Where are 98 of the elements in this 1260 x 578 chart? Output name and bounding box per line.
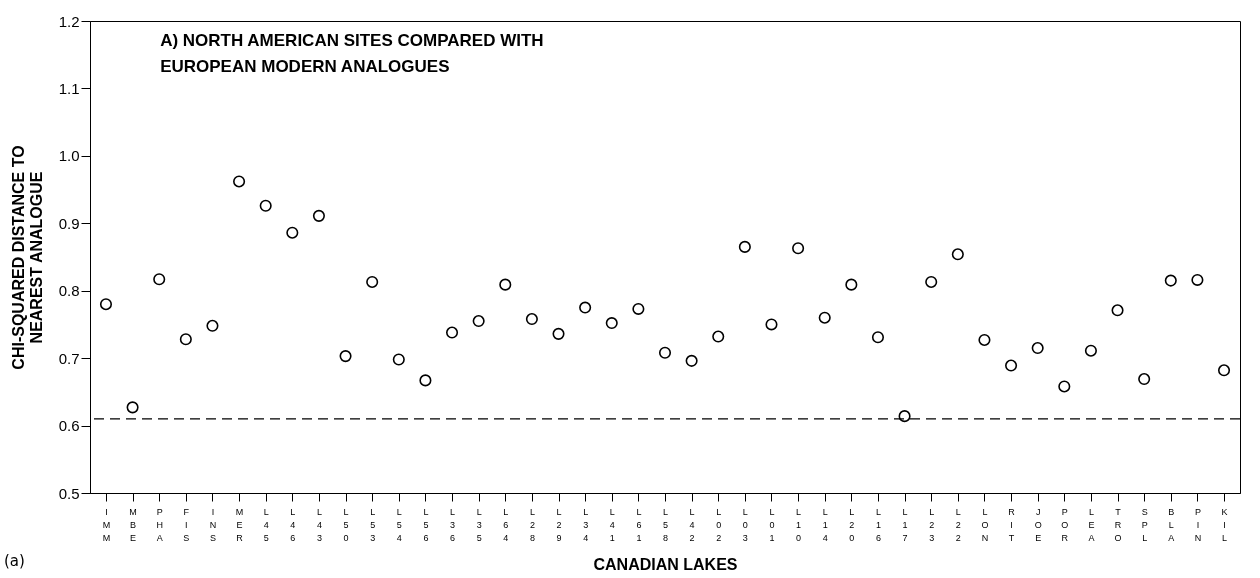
point — [658, 346, 672, 359]
point — [1164, 274, 1177, 287]
x-tick-label: L23 — [929, 506, 935, 543]
point — [765, 318, 778, 331]
point — [366, 275, 379, 288]
y-tick-label: 0.6 — [58, 417, 80, 435]
y-tick-label: 1.1 — [58, 79, 80, 97]
x-tick-label: INS — [209, 506, 217, 543]
point — [818, 311, 831, 324]
point — [1138, 373, 1151, 386]
point — [445, 326, 459, 339]
point — [978, 333, 991, 346]
x-tick-label: FIS — [183, 506, 190, 543]
x-tick-label: LEA — [1088, 506, 1095, 543]
point — [925, 275, 938, 288]
x-tick-label: L14 — [822, 506, 828, 543]
point — [312, 209, 325, 222]
point — [605, 317, 618, 330]
x-tick-label: L20 — [849, 506, 855, 543]
y-tick-label: 0.9 — [58, 214, 80, 232]
y-tick-label: 0.7 — [58, 349, 80, 367]
x-tick-label: L10 — [796, 506, 802, 543]
point — [1217, 364, 1231, 377]
point — [339, 350, 352, 363]
point — [792, 242, 805, 255]
text: A) NORTH AMERICAN SITES COMPARED WITH EUROPEAN MODERN ANALOGUES — [160, 31, 544, 76]
x-tick-label: L29 — [556, 506, 562, 543]
x-tick-label: PHA — [156, 506, 163, 543]
point — [1031, 341, 1044, 355]
point — [233, 175, 246, 188]
point — [499, 278, 512, 291]
x-tick-label: L54 — [396, 506, 402, 543]
x-tick-label: KIL — [1221, 506, 1228, 543]
point — [898, 410, 911, 423]
point — [392, 353, 405, 366]
x-tick-label: L56 — [423, 506, 429, 543]
y-tick-label: 1.0 — [58, 147, 80, 165]
x-tick-label: L53 — [370, 506, 376, 543]
point — [951, 248, 964, 261]
x-tick-label: L02 — [716, 506, 722, 543]
x-tick-label: L34 — [583, 506, 589, 543]
point — [579, 301, 592, 314]
x-tick-label: L16 — [875, 506, 881, 543]
x-tick-label: L61 — [636, 506, 642, 543]
x-tick-label: BLA — [1168, 506, 1175, 543]
x-tick-label: TRO — [1114, 506, 1122, 543]
point — [871, 331, 885, 344]
x-tick-label: SPL — [1141, 506, 1148, 543]
x-tick-label: L41 — [609, 506, 615, 543]
point — [286, 226, 299, 239]
x-tick-label: IMM — [102, 506, 111, 543]
point — [206, 319, 219, 332]
point — [525, 313, 538, 326]
point — [845, 278, 858, 291]
x-tick-label: L42 — [689, 506, 695, 543]
y-tick-label: 1.2 — [58, 12, 80, 30]
point — [1058, 380, 1071, 393]
point — [552, 327, 565, 340]
x-tick-label: MBE — [129, 506, 137, 543]
text: (a) — [4, 552, 25, 570]
point — [1005, 359, 1018, 372]
point — [1191, 273, 1204, 286]
x-tick-label: L43 — [316, 506, 322, 543]
x-tick-label: L35 — [476, 506, 482, 543]
x-tick-label: PIN — [1194, 506, 1202, 543]
x-tick-label: L50 — [343, 506, 349, 543]
x-tick-label: L64 — [503, 506, 509, 543]
x-tick-label: MER — [235, 506, 244, 543]
x-tick-label: L36 — [450, 506, 456, 543]
point — [419, 374, 432, 387]
x-tick-label: L45 — [263, 506, 269, 543]
point — [632, 302, 645, 315]
x-tick-label: L58 — [662, 506, 669, 543]
x-tick-label: L03 — [742, 506, 748, 543]
point — [99, 298, 113, 311]
point — [712, 330, 725, 343]
x-tick-label: L17 — [902, 506, 908, 543]
x-tick-label: L46 — [290, 506, 296, 543]
y-tick-label: 0.5 — [58, 484, 80, 502]
x-tick-label: JOE — [1034, 506, 1042, 543]
x-tick-label: POR — [1061, 506, 1069, 543]
point — [1084, 344, 1097, 357]
point — [685, 354, 698, 367]
x-tick-label: L22 — [955, 506, 961, 543]
x-axis-title: CANADIAN LAKES — [593, 555, 738, 573]
x-tick-label: RIT — [1008, 506, 1016, 543]
x-tick-label: LON — [981, 506, 989, 543]
point — [153, 273, 166, 286]
point — [126, 401, 139, 414]
point — [738, 240, 751, 253]
point — [179, 333, 192, 346]
x-tick-label: L01 — [769, 506, 775, 543]
point — [472, 315, 485, 328]
y-axis-title: CHI-SQUARED DISTANCE TO NEAREST ANALOGUE — [9, 145, 45, 370]
x-tick-label: L28 — [529, 506, 535, 543]
point — [1111, 304, 1124, 317]
point — [259, 199, 272, 212]
y-tick-label: 0.8 — [58, 282, 80, 300]
